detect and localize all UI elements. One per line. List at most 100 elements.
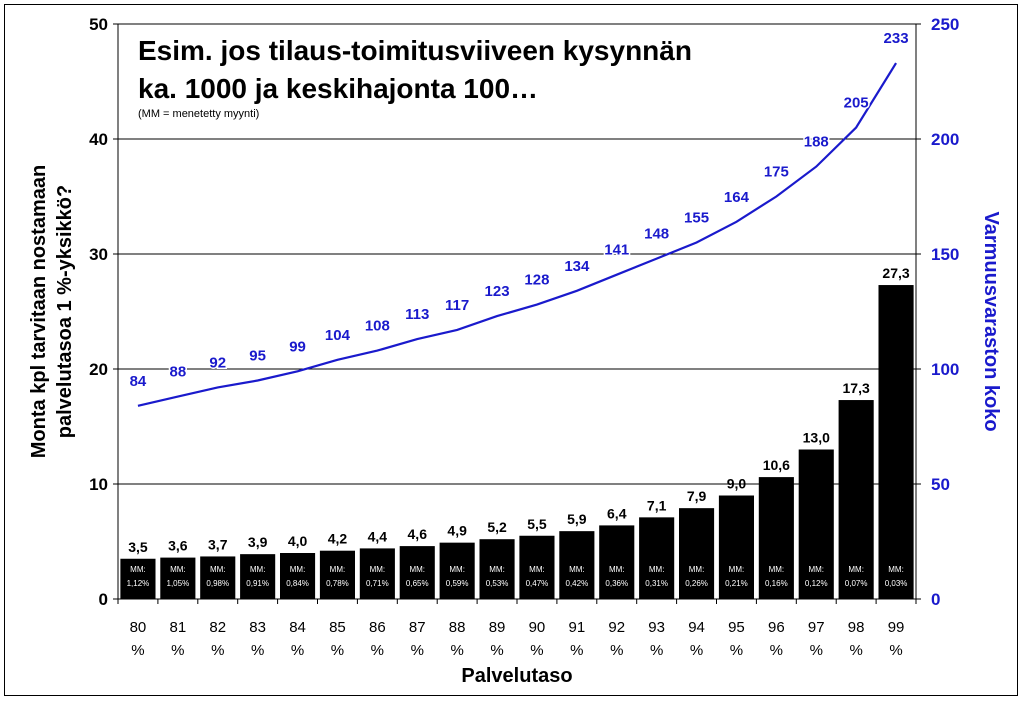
y-axis-title: Monta kpl tarvitaan nostamaan palvelutaso… [28, 165, 76, 458]
bar-value-label: 7,9 [687, 488, 707, 504]
bar [678, 508, 715, 599]
mm-label-prefix: MM: [729, 565, 745, 574]
mm-label-prefix: MM: [808, 565, 824, 574]
chart-title-line-2: ka. 1000 ja keskihajonta 100… [138, 73, 539, 104]
x-tick-label-unit: % [211, 642, 224, 659]
y2-tick-label: 50 [931, 475, 950, 494]
mm-label-prefix: MM: [649, 565, 665, 574]
mm-label-prefix: MM: [769, 565, 785, 574]
bar-value-label: 5,2 [487, 519, 507, 535]
x-tick-label-number: 96 [768, 619, 785, 636]
bar [319, 550, 356, 599]
line-value-label: 134 [564, 258, 590, 275]
bar [399, 546, 435, 599]
mm-label-value: 0,16% [765, 579, 788, 588]
bar-value-label: 4,6 [408, 526, 428, 542]
chart-frame [4, 4, 1018, 696]
bar-value-label: 3,7 [208, 536, 228, 552]
bar-value-label: 4,2 [328, 531, 348, 547]
mm-label-prefix: MM: [330, 565, 346, 574]
x-tick-label-number: 81 [170, 619, 187, 636]
bar [519, 535, 555, 599]
x-axis-title: Palvelutaso [461, 665, 572, 687]
x-tick-label-number: 88 [449, 619, 466, 636]
line-value-label: 108 [365, 318, 390, 335]
bar [240, 554, 276, 599]
mm-label-prefix: MM: [370, 565, 386, 574]
x-tick-label-number: 86 [369, 619, 386, 636]
x-tick-label-number: 95 [728, 619, 745, 636]
bar [160, 557, 196, 599]
mm-label-prefix: MM: [888, 565, 904, 574]
mm-label-value: 0,84% [286, 579, 309, 588]
chart-subtitle: (MM = menetetty myynti) [138, 108, 260, 120]
line-value-label: 84 [130, 373, 147, 390]
x-tick-label-unit: % [251, 642, 264, 659]
bar-value-label: 10,6 [763, 457, 790, 473]
line-value-label: 188 [804, 134, 829, 151]
data-labels: 3,5 MM: 1,12% 3,6 MM: 1,05% 3,7 MM: 0,98% 3,9 MM: 0… [127, 29, 910, 588]
bar-value-label: 27,3 [882, 265, 909, 281]
y-axis-title-line: Monta kpl tarvitaan nostamaan [28, 165, 50, 458]
mm-label-value: 0,26% [685, 579, 708, 588]
mm-label-value: 0,71% [366, 579, 389, 588]
y-tick-label: 50 [89, 15, 108, 34]
x-tick-label-unit: % [730, 642, 743, 659]
mm-label-prefix: MM: [290, 565, 306, 574]
bar-value-label: 4,9 [447, 523, 467, 539]
mm-label-value: 0,42% [566, 579, 589, 588]
line-value-label: 205 [844, 95, 869, 112]
mm-label-value: 0,91% [246, 579, 269, 588]
x-tick-label-unit: % [889, 642, 902, 659]
mm-label-value: 0,78% [326, 579, 349, 588]
line-value-label: 92 [209, 354, 226, 371]
x-tick-label-unit: % [171, 642, 184, 659]
bar-value-label: 4,0 [288, 533, 308, 549]
y2-tick-label: 0 [931, 590, 940, 609]
y-tick-label: 30 [89, 245, 108, 264]
line-value-label: 155 [684, 210, 709, 227]
mm-label-prefix: MM: [170, 565, 186, 574]
bar [120, 558, 156, 599]
line-value-label: 148 [644, 226, 669, 243]
bar-value-label: 6,4 [607, 505, 627, 521]
bar-value-label: 3,6 [168, 538, 188, 554]
line-value-label: 113 [405, 306, 429, 323]
mm-label-prefix: MM: [210, 565, 226, 574]
chart-title: Esim. jos tilaus-toimitusviiveen kysynnä… [138, 32, 692, 108]
line-value-label: 128 [524, 272, 549, 289]
mm-label-value: 0,07% [845, 579, 868, 588]
line-value-label: 117 [445, 297, 469, 314]
x-tick-label-number: 85 [329, 619, 346, 636]
bar [439, 542, 475, 599]
mm-label-prefix: MM: [449, 565, 465, 574]
y2-tick-label: 250 [931, 15, 959, 34]
y-tick-label: 0 [99, 590, 108, 609]
line-value-label: 104 [325, 327, 351, 344]
mm-label-value: 0,65% [406, 579, 429, 588]
x-tick-label-number: 92 [608, 619, 625, 636]
x-tick-label-number: 99 [888, 619, 905, 636]
bar [758, 477, 794, 599]
bar [878, 285, 914, 599]
bar-value-label: 3,5 [128, 539, 148, 555]
bar-value-label: 5,5 [527, 516, 547, 532]
bar [599, 525, 635, 599]
axes: 0 10 20 30 40 50 0 50 100 150 200 250 80% 81% 82% 83% 84… [28, 15, 1002, 687]
x-tick-label-unit: % [610, 642, 623, 659]
bar [639, 517, 675, 599]
mm-label-prefix: MM: [569, 565, 585, 574]
x-tick-label-unit: % [371, 642, 384, 659]
bar-value-label: 7,1 [647, 497, 667, 513]
chart-title-line-1: Esim. jos tilaus-toimitusviiveen kysynnä… [138, 35, 692, 66]
mm-label-prefix: MM: [848, 565, 864, 574]
x-tick-label-unit: % [291, 642, 304, 659]
bars [120, 285, 914, 599]
bar [200, 556, 236, 599]
mm-label-value: 1,12% [127, 579, 150, 588]
mm-label-prefix: MM: [529, 565, 545, 574]
mm-label-value: 0,03% [885, 579, 908, 588]
x-tick-label-unit: % [650, 642, 663, 659]
mm-label-prefix: MM: [250, 565, 266, 574]
